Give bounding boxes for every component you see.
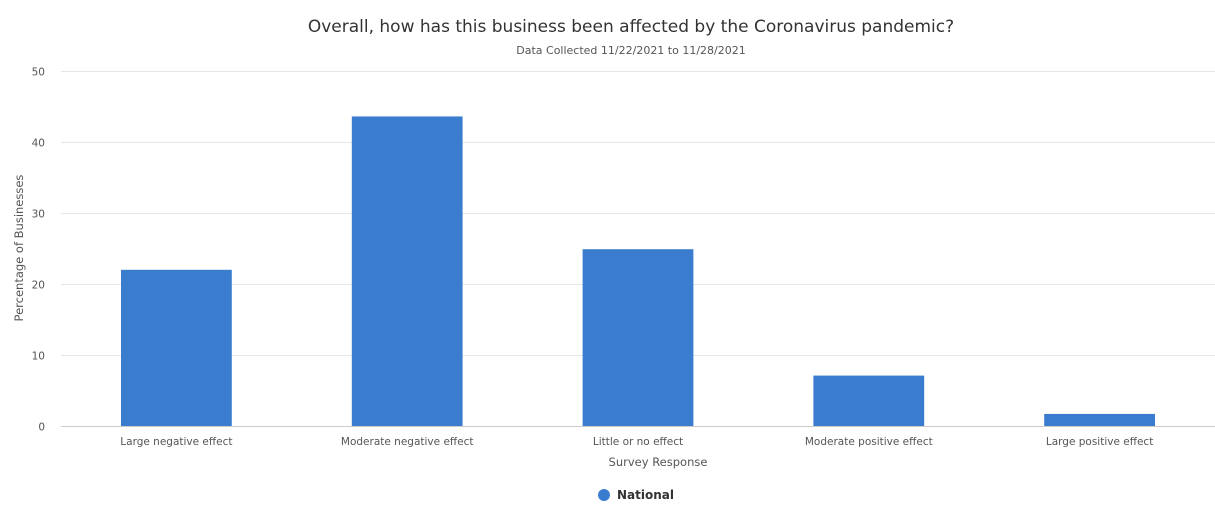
y-tick-label: 20 bbox=[32, 280, 45, 292]
bar-large-negative-effect[interactable] bbox=[121, 269, 232, 426]
y-tick-label: 10 bbox=[32, 351, 45, 363]
bars bbox=[121, 116, 1155, 426]
y-tick-label: 30 bbox=[32, 209, 45, 221]
x-tick-label: Large negative effect bbox=[120, 436, 232, 448]
y-axis-ticks: 0 10 20 30 40 50 bbox=[32, 67, 45, 434]
bar-little-or-no-effect[interactable] bbox=[582, 249, 694, 426]
y-axis-title: Percentage of Businesses bbox=[12, 175, 26, 322]
x-tick-label: Moderate negative effect bbox=[341, 436, 474, 448]
x-tick-label: Moderate positive effect bbox=[805, 436, 933, 448]
chart-subtitle: Data Collected 11/22/2021 to 11/28/2021 bbox=[516, 44, 746, 57]
y-tick-label: 40 bbox=[32, 138, 45, 150]
bar-moderate-negative-effect[interactable] bbox=[351, 116, 463, 426]
legend[interactable]: National bbox=[598, 488, 674, 502]
chart-title: Overall, how has this business been affe… bbox=[308, 17, 954, 37]
x-axis-title: Survey Response bbox=[609, 455, 708, 469]
y-tick-label: 0 bbox=[38, 422, 45, 434]
x-tick-label: Large positive effect bbox=[1046, 436, 1153, 448]
legend-marker-national[interactable] bbox=[598, 489, 610, 501]
gridlines bbox=[61, 71, 1215, 356]
x-axis-ticks: Large negative effect Moderate negative e… bbox=[120, 436, 1153, 448]
bar-moderate-positive-effect[interactable] bbox=[813, 375, 925, 426]
y-tick-label: 50 bbox=[32, 67, 45, 79]
x-tick-label: Little or no effect bbox=[593, 436, 683, 448]
legend-label-national[interactable]: National bbox=[617, 488, 674, 502]
bar-large-positive-effect[interactable] bbox=[1044, 413, 1155, 426]
